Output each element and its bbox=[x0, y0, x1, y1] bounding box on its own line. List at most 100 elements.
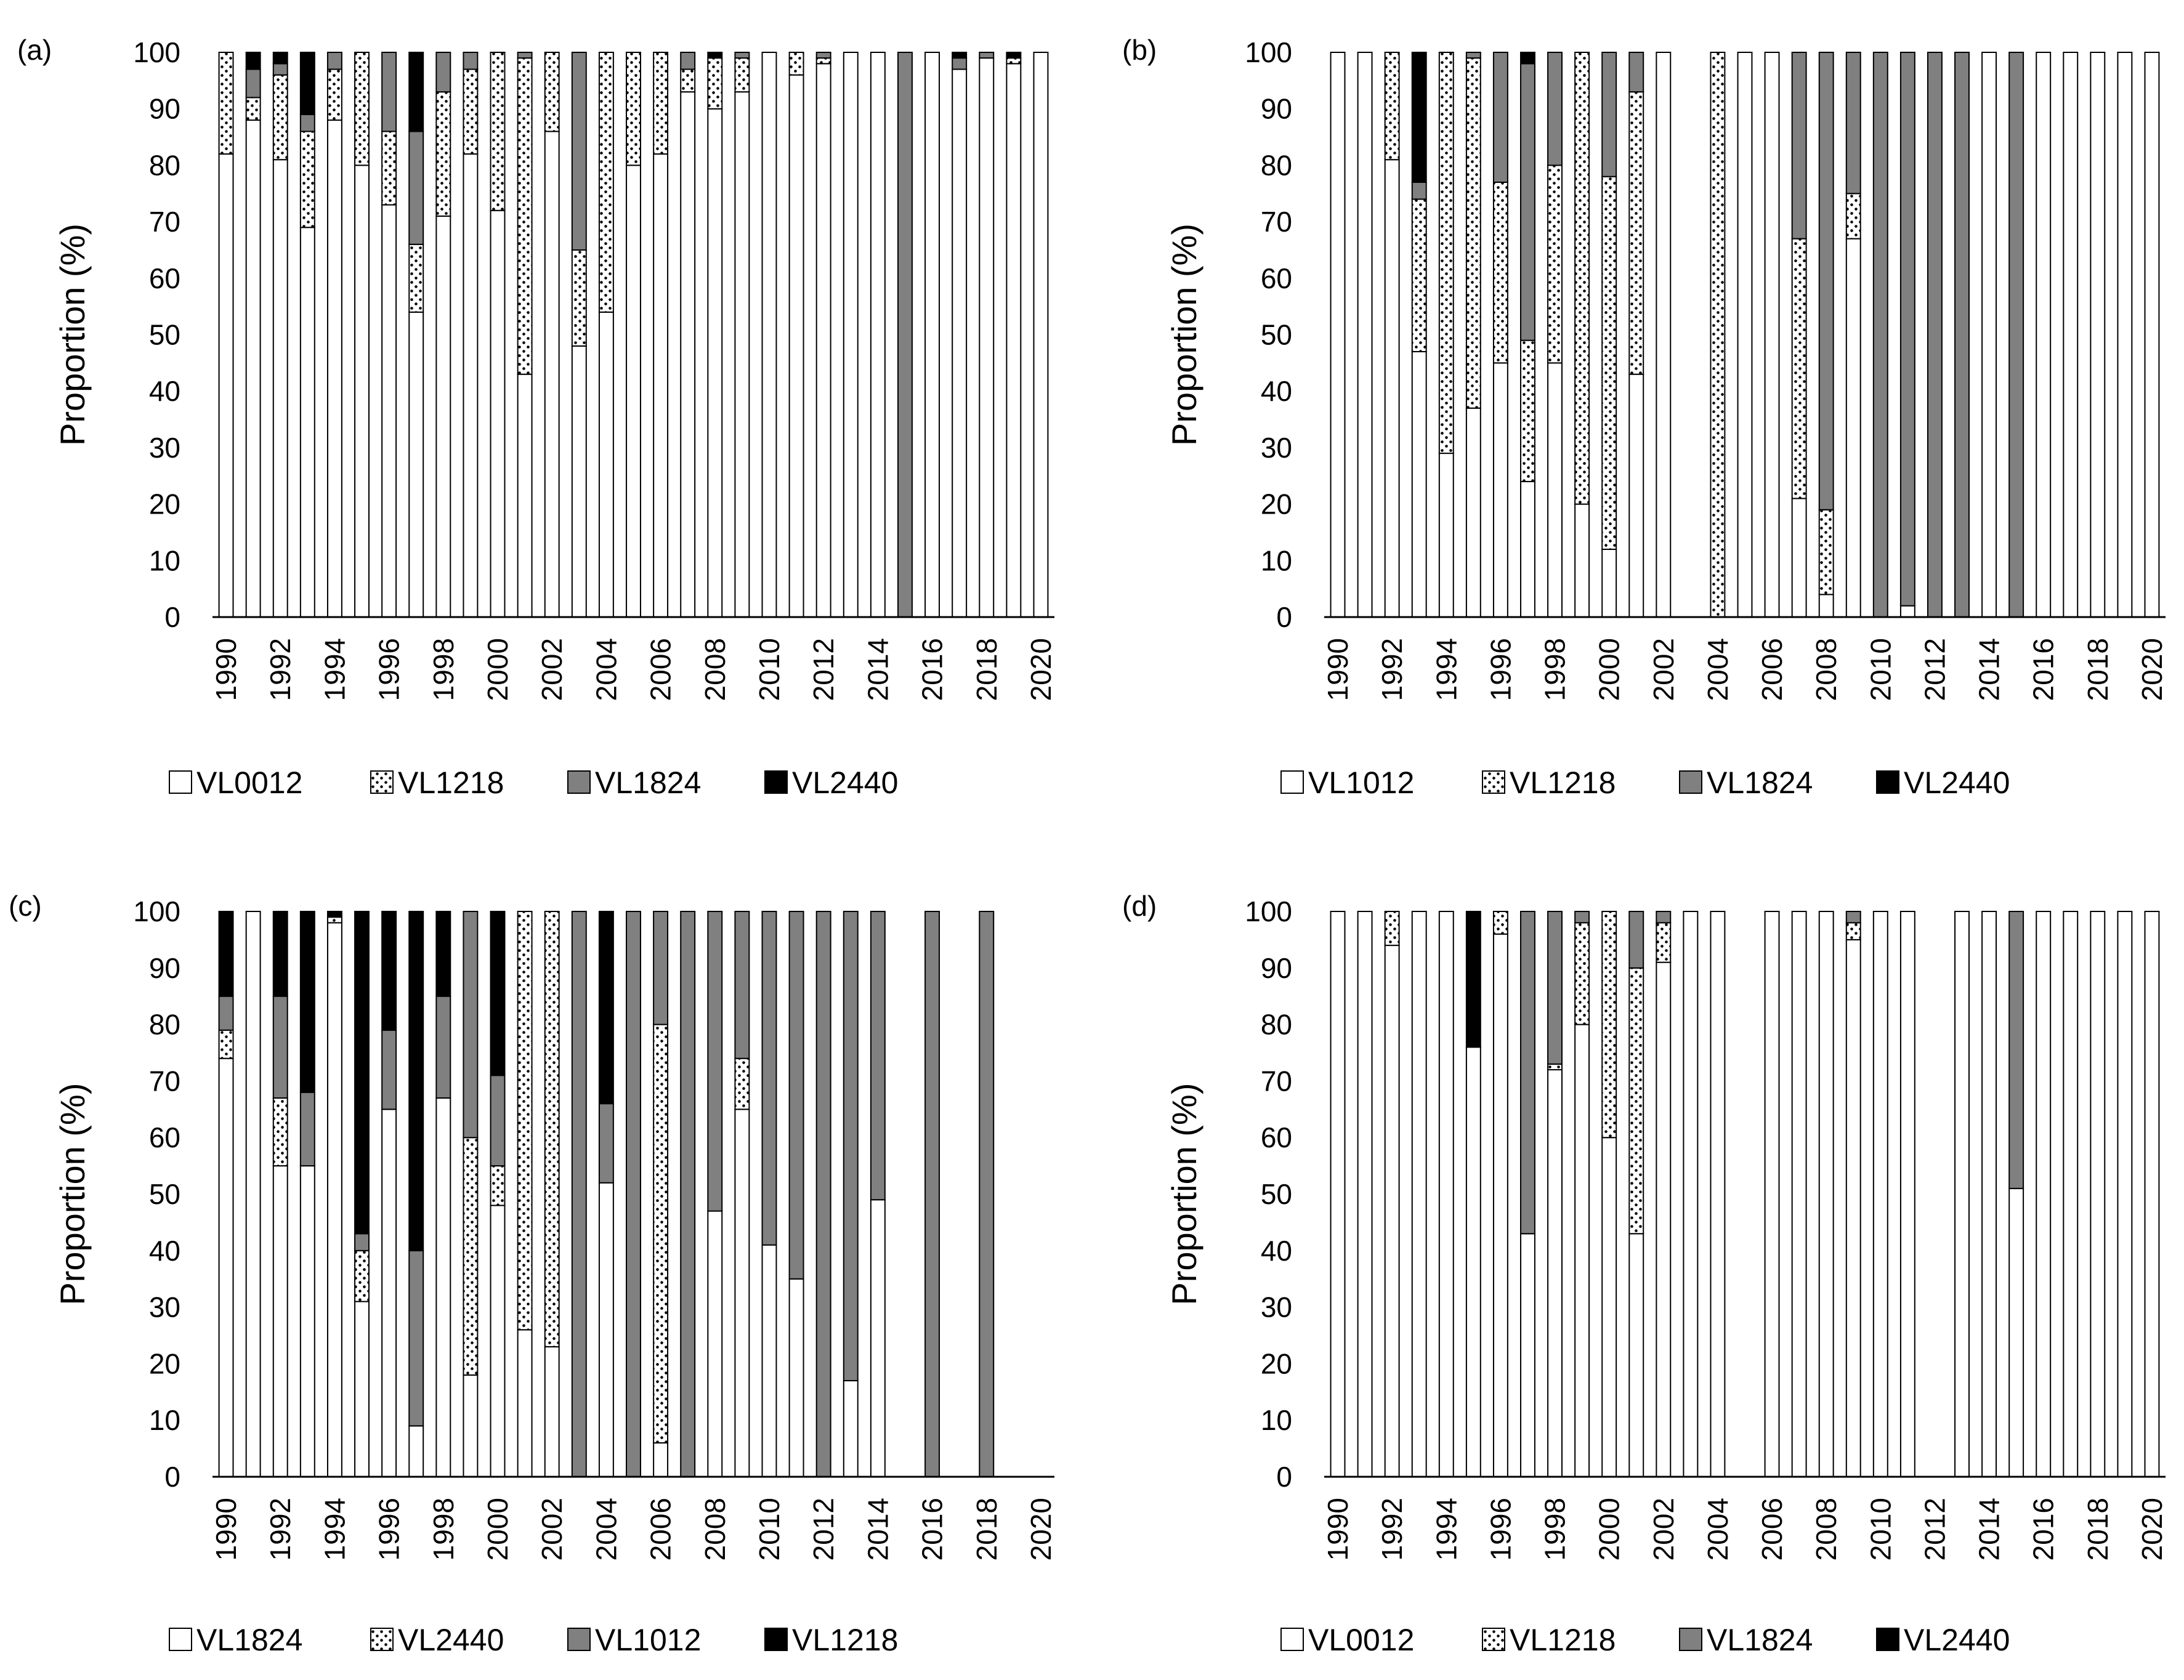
bar-segment-vl1012-2003 bbox=[571, 911, 587, 1477]
bar-segment-vl1218-1996 bbox=[381, 911, 397, 1031]
x-tick-label: 2000 bbox=[482, 1498, 514, 1561]
bar-segment-vl2440-2000 bbox=[490, 1165, 506, 1206]
y-tick-label: 30 bbox=[149, 432, 180, 464]
x-tick-label: 2020 bbox=[1025, 638, 1057, 701]
bar-segment-vl0012-2008 bbox=[707, 108, 723, 618]
bar-segment-vl1218-2004 bbox=[598, 52, 614, 313]
bar-segment-vl1218-2011 bbox=[788, 52, 804, 76]
bar-segment-vl1012-1992 bbox=[1384, 159, 1400, 618]
legend-swatch-dotted bbox=[370, 1628, 394, 1651]
legend-label: VL1824 bbox=[595, 765, 701, 800]
bar-segment-vl1218-1999 bbox=[1574, 52, 1590, 505]
x-tick-label: 2012 bbox=[807, 638, 839, 701]
bar-segment-vl1218-1998 bbox=[1547, 1063, 1563, 1071]
bar-segment-vl2440-2019 bbox=[1006, 52, 1022, 59]
legend-label: VL1012 bbox=[595, 1623, 701, 1657]
bar-segment-vl1218-2003 bbox=[571, 249, 587, 347]
bar-segment-vl1218-1995 bbox=[354, 911, 370, 1235]
x-tick-label: 1990 bbox=[1322, 1498, 1354, 1561]
bar-segment-vl0012-1990 bbox=[1330, 911, 1346, 1477]
x-tick-label: 1992 bbox=[264, 1498, 296, 1561]
bar-segment-vl0012-2011 bbox=[788, 74, 804, 618]
bar-segment-vl1824-1996 bbox=[1492, 52, 1508, 183]
bar-segment-vl1012-2014 bbox=[1981, 52, 1997, 618]
bar-segment-vl1824-2006 bbox=[653, 1442, 669, 1477]
x-tick-label: 2012 bbox=[807, 1498, 839, 1561]
bar-segment-vl1218-1997 bbox=[408, 243, 424, 313]
bar-segment-vl1824-2011 bbox=[788, 1278, 804, 1477]
bar-segment-vl1012-2004 bbox=[598, 1103, 614, 1184]
y-tick-label: 70 bbox=[1261, 206, 1292, 238]
bar-segment-vl0012-2003 bbox=[571, 345, 587, 618]
bar-segment-vl1012-2017 bbox=[2063, 52, 2079, 618]
y-tick-label: 10 bbox=[1261, 1404, 1292, 1436]
bar-segment-vl1012-2000 bbox=[1601, 548, 1617, 618]
legend-swatch-gray bbox=[567, 770, 591, 794]
panel-label: (b) bbox=[1122, 34, 1157, 66]
bar-segment-vl0012-2005 bbox=[626, 164, 641, 618]
bar-segment-vl1012-1992 bbox=[272, 995, 288, 1099]
legend-label: VL1012 bbox=[1308, 765, 1414, 800]
bar-segment-vl0012-2013 bbox=[1954, 911, 1970, 1477]
bar-segment-vl0012-2019 bbox=[1006, 63, 1022, 618]
y-tick-label: 20 bbox=[149, 488, 180, 520]
bar-segment-vl1218-2012 bbox=[815, 57, 831, 65]
bar-segment-vl2440-1991 bbox=[245, 52, 261, 70]
x-tick-label: 2010 bbox=[1864, 638, 1896, 701]
x-tick-label: 2006 bbox=[645, 1498, 677, 1561]
bar-segment-vl0012-2000 bbox=[1601, 1137, 1617, 1477]
legend-swatch-dotted bbox=[370, 770, 394, 794]
bar-segment-vl1218-2009 bbox=[1845, 922, 1861, 940]
y-axis-title: Proportion (%) bbox=[53, 224, 92, 446]
bar-segment-vl0012-1997 bbox=[408, 311, 424, 618]
y-tick-label: 40 bbox=[1261, 1235, 1292, 1267]
bar-segment-vl1012-2008 bbox=[1818, 594, 1834, 618]
bar-segment-vl0012-2014 bbox=[1981, 911, 1997, 1477]
bar-segment-vl0012-1994 bbox=[1438, 911, 1454, 1477]
bar-segment-vl1218-1990 bbox=[218, 911, 234, 997]
x-tick-label: 2002 bbox=[1648, 1498, 1680, 1561]
x-tick-label: 1996 bbox=[373, 1498, 405, 1561]
bar-segment-vl1218-1998 bbox=[1547, 164, 1563, 364]
bar-segment-vl1218-1997 bbox=[408, 911, 424, 1251]
x-tick-label: 2010 bbox=[753, 638, 785, 701]
bar-segment-vl1218-2004 bbox=[598, 911, 614, 1105]
bar-segment-vl1218-2008 bbox=[707, 57, 723, 110]
bar-segment-vl0012-2006 bbox=[653, 153, 669, 618]
y-tick-label: 100 bbox=[133, 895, 180, 927]
y-axis-title: Proportion (%) bbox=[1165, 224, 1203, 446]
chart-panel-4: (d) 0 10 20 30 40 50 60 70 80 90 100 Proportion (%) 1… bbox=[1122, 890, 2168, 1657]
bar-segment-vl1824-2014 bbox=[870, 1199, 886, 1478]
bar-segment-vl1218-1991 bbox=[245, 97, 261, 121]
legend: VL1012 VL1218 VL1824 VL2440 bbox=[1280, 765, 2010, 800]
bar-segment-vl0012-2015 bbox=[2008, 1187, 2024, 1477]
legend-swatch-dotted bbox=[1482, 1628, 1505, 1651]
bar-segment-vl1824-2003 bbox=[571, 52, 587, 251]
x-tick-label: 2002 bbox=[1648, 638, 1680, 701]
bar-segment-vl0012-2001 bbox=[1628, 1233, 1644, 1477]
bar-segment-vl0012-1997 bbox=[1520, 1233, 1535, 1477]
legend-label: VL1824 bbox=[196, 1623, 302, 1657]
bar-segment-vl0012-2002 bbox=[544, 131, 560, 618]
x-tick-label: 1994 bbox=[318, 638, 350, 701]
legend-label: VL1218 bbox=[398, 765, 504, 800]
x-tick-label: 2008 bbox=[699, 638, 731, 701]
bar-segment-vl1218-2001 bbox=[517, 57, 533, 375]
x-tick-label: 2016 bbox=[916, 1498, 948, 1561]
x-tick-label: 2014 bbox=[1973, 638, 2005, 701]
bar-segment-vl0012-2001 bbox=[517, 373, 533, 618]
bar-segment-vl1012-1997 bbox=[408, 1250, 424, 1427]
legend: VL0012 VL1218 VL1824 VL2440 bbox=[1280, 1623, 2010, 1657]
x-tick-label: 1998 bbox=[427, 638, 459, 701]
bar-segment-vl2440-1992 bbox=[272, 1097, 288, 1167]
bar-segment-vl0012-1995 bbox=[354, 164, 370, 618]
bar-segment-vl1218-2008 bbox=[1818, 509, 1834, 596]
legend-label: VL1824 bbox=[1707, 1623, 1813, 1657]
x-tick-label: 2004 bbox=[590, 638, 622, 701]
bar-segment-vl1012-2002 bbox=[1656, 52, 1672, 618]
bar-segment-vl1012-2000 bbox=[490, 1075, 506, 1167]
bar-segment-vl1012-1990 bbox=[1330, 52, 1346, 618]
bar-segment-vl1824-2001 bbox=[517, 1329, 533, 1478]
bar-segment-vl0012-2017 bbox=[2063, 911, 2079, 1477]
bar-segment-vl0012-2019 bbox=[2117, 911, 2133, 1477]
